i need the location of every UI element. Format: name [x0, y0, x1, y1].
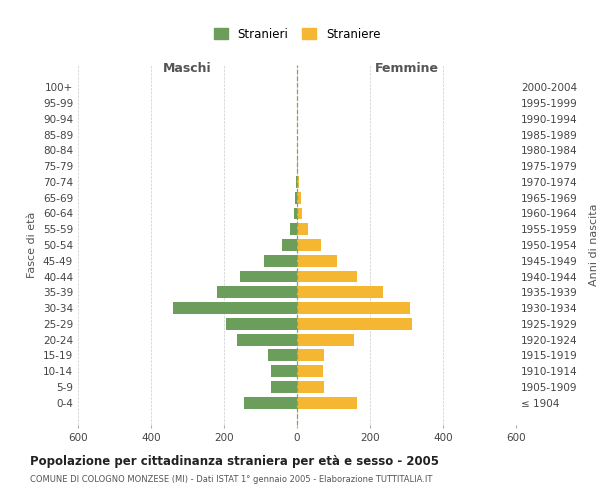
Bar — [297, 192, 301, 203]
Y-axis label: Fasce di età: Fasce di età — [28, 212, 37, 278]
Bar — [297, 318, 412, 330]
Bar — [296, 176, 297, 188]
Bar — [297, 381, 325, 393]
Legend: Stranieri, Straniere: Stranieri, Straniere — [210, 24, 384, 44]
Bar — [268, 350, 297, 362]
Bar — [173, 302, 297, 314]
Bar — [297, 208, 302, 220]
Bar — [264, 255, 297, 266]
Text: Femmine: Femmine — [374, 62, 439, 74]
Bar — [283, 239, 297, 251]
Bar — [297, 286, 383, 298]
Bar — [297, 224, 308, 235]
Text: Popolazione per cittadinanza straniera per età e sesso - 2005: Popolazione per cittadinanza straniera p… — [30, 455, 439, 468]
Bar — [297, 302, 410, 314]
Bar — [297, 270, 357, 282]
Bar — [237, 334, 297, 345]
Bar — [297, 239, 321, 251]
Bar — [297, 255, 337, 266]
Bar — [297, 350, 325, 362]
Bar — [244, 397, 297, 408]
Y-axis label: Anni di nascita: Anni di nascita — [589, 204, 599, 286]
Bar — [297, 366, 323, 377]
Bar — [297, 397, 357, 408]
Bar — [295, 192, 297, 203]
Bar — [290, 224, 297, 235]
Bar — [297, 160, 298, 172]
Text: Maschi: Maschi — [163, 62, 212, 74]
Text: COMUNE DI COLOGNO MONZESE (MI) - Dati ISTAT 1° gennaio 2005 - Elaborazione TUTTI: COMUNE DI COLOGNO MONZESE (MI) - Dati IS… — [30, 475, 433, 484]
Bar — [297, 176, 299, 188]
Bar — [241, 270, 297, 282]
Bar — [226, 318, 297, 330]
Bar — [271, 381, 297, 393]
Bar — [271, 366, 297, 377]
Bar — [297, 334, 353, 345]
Bar — [217, 286, 297, 298]
Bar — [294, 208, 297, 220]
